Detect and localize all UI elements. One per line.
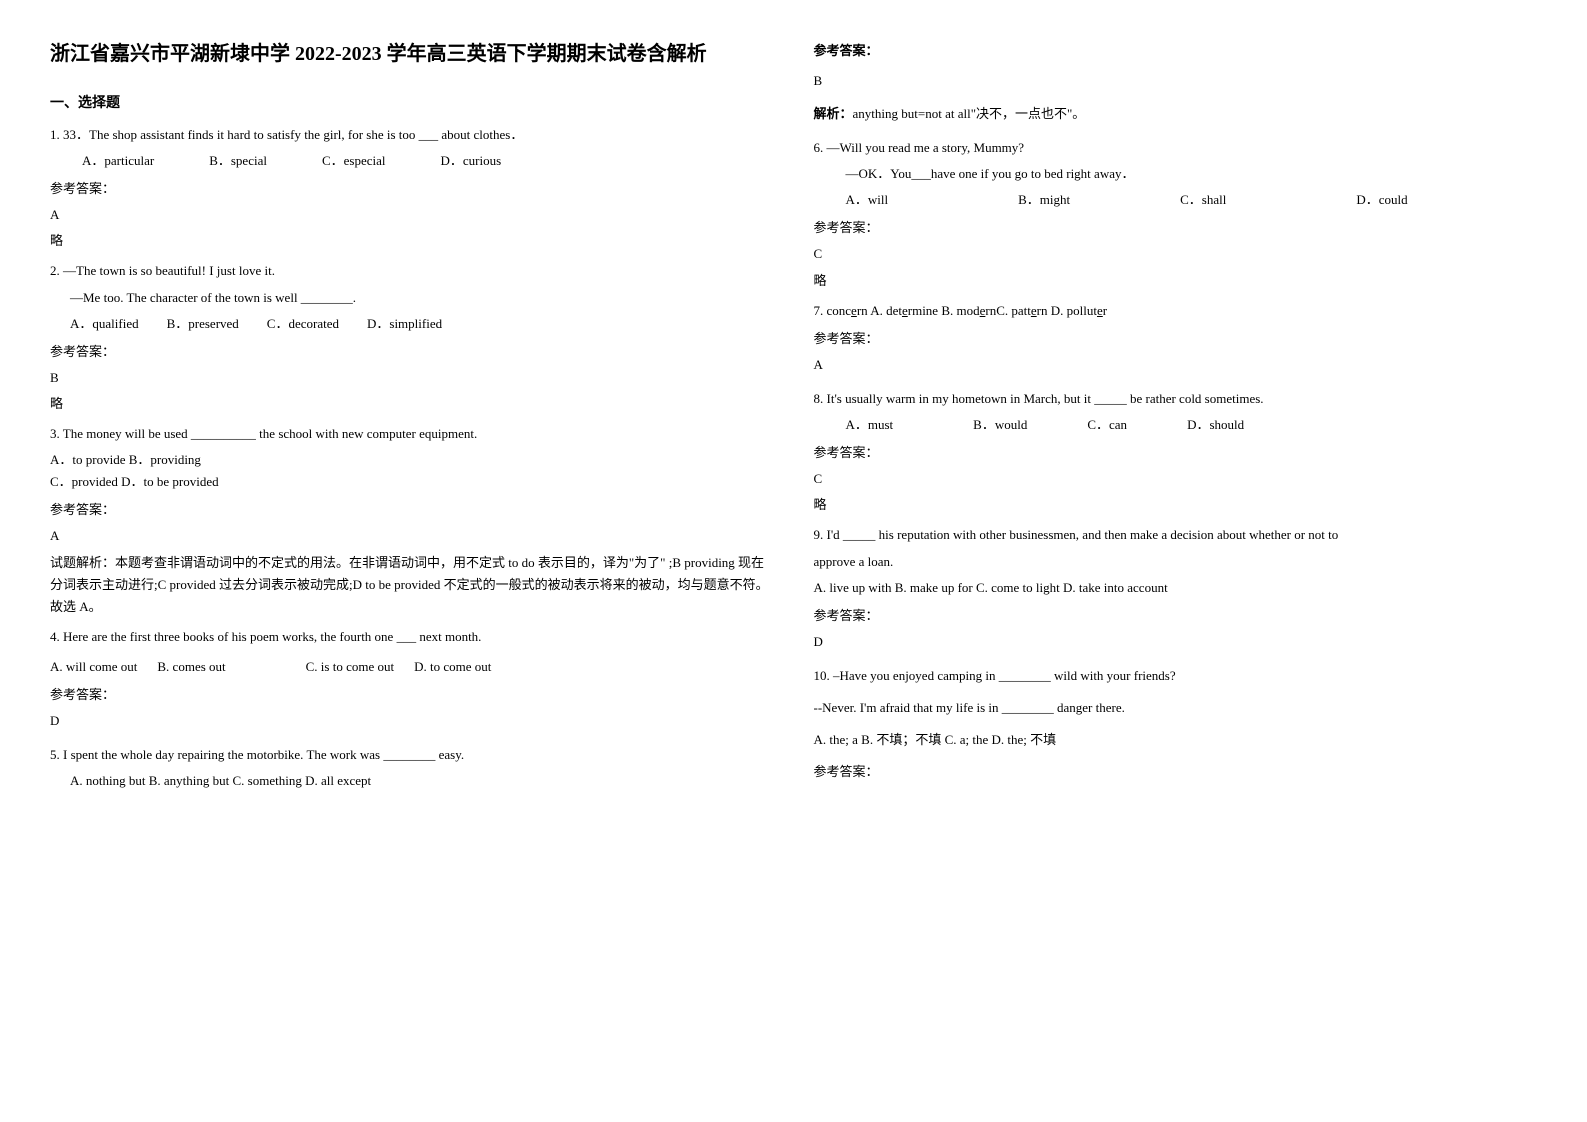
question-4: 4. Here are the first three books of his… [50, 626, 774, 736]
q1-optD: D．curious [441, 150, 502, 172]
q8-optD: D．should [1187, 414, 1244, 436]
q9-line2: approve a loan. [814, 551, 1538, 573]
q7-m4: rn D. pollut [1037, 303, 1097, 318]
q5-answer: B [814, 73, 1538, 89]
q10-line1: 10. –Have you enjoyed camping in _______… [814, 665, 1538, 687]
q8-options: A．must B．would C．can D．should [814, 414, 1538, 436]
q3-opts-line2: C．provided D．to be provided [50, 471, 774, 493]
q10-answer-label: 参考答案： [814, 761, 1538, 783]
q8-answer-label: 参考答案： [814, 442, 1538, 464]
q9-answer-label: 参考答案： [814, 605, 1538, 627]
q7-m3: rnC. patt [985, 303, 1031, 318]
q4-options: A. will come out B. comes out C. is to c… [50, 656, 774, 678]
q7-answer: A [814, 354, 1538, 376]
q2-options: A．qualified B．preserved C．decorated D．si… [50, 313, 774, 335]
q7-answer-label: 参考答案： [814, 328, 1538, 350]
q8-answer: C [814, 468, 1538, 490]
q5-analysis: 解析：解析：anything but=not at all"决不，一点也不"。a… [814, 103, 1538, 125]
q4-answer-label: 参考答案： [50, 684, 774, 706]
q1-text: 1. 33．The shop assistant finds it hard t… [50, 124, 774, 146]
q2-answer: B [50, 367, 774, 389]
q4-text: 4. Here are the first three books of his… [50, 626, 774, 648]
q4-optA: A. will come out [50, 656, 137, 678]
q4-optB: B. comes out [157, 656, 225, 678]
q6-note: 略 [814, 270, 1538, 292]
q6-optD: D．could [1356, 189, 1407, 211]
q1-note: 略 [50, 230, 774, 252]
q3-text: 3. The money will be used __________ the… [50, 423, 774, 445]
q6-answer: C [814, 243, 1538, 265]
q2-note: 略 [50, 393, 774, 415]
q8-text: 8. It's usually warm in my hometown in M… [814, 388, 1538, 410]
q6-optB: B．might [1018, 189, 1070, 211]
question-1: 1. 33．The shop assistant finds it hard t… [50, 124, 774, 252]
q6-optA: A．will [846, 189, 889, 211]
q5-text: 5. I spent the whole day repairing the m… [50, 744, 774, 766]
q6-answer-label: 参考答案： [814, 217, 1538, 239]
q3-analysis: 试题解析：本题考查非谓语动词中的不定式的用法。在非谓语动词中，用不定式 to d… [50, 552, 774, 618]
q4-optD: D. to come out [414, 656, 491, 678]
question-2: 2. —The town is so beautiful! I just lov… [50, 260, 774, 415]
q1-optB: B．special [209, 150, 267, 172]
q2-optD: D．simplified [367, 313, 442, 335]
q2-answer-label: 参考答案： [50, 341, 774, 363]
question-7: 7. concern A. determine B. modernC. patt… [814, 300, 1538, 380]
q8-optC: C．can [1087, 414, 1127, 436]
exam-title: 浙江省嘉兴市平湖新埭中学 2022-2023 学年高三英语下学期期末试卷含解析 [50, 40, 774, 68]
q9-line1: 9. I'd _____ his reputation with other b… [814, 524, 1538, 546]
q7-m1: rn A. det [857, 303, 902, 318]
q8-optB: B．would [973, 414, 1027, 436]
q1-answer-label: 参考答案： [50, 178, 774, 200]
q5-opts: A. nothing but B. anything but C. someth… [50, 770, 774, 792]
q3-opts-line1: A．to provide B．providing [50, 449, 774, 471]
right-column: 参考答案： B 解析：解析：anything but=not at all"决不… [814, 40, 1538, 1082]
section-header: 一、选择题 [50, 92, 774, 112]
left-column: 浙江省嘉兴市平湖新埭中学 2022-2023 学年高三英语下学期期末试卷含解析 … [50, 40, 774, 1082]
question-10: 10. –Have you enjoyed camping in _______… [814, 665, 1538, 787]
q10-opts: A. the; a B. 不填；不填 C. a; the D. the; 不填 [814, 729, 1538, 751]
question-3: 3. The money will be used __________ the… [50, 423, 774, 618]
q9-opts: A. live up with B. make up for C. come t… [814, 577, 1538, 599]
q1-optA: A．particular [82, 150, 154, 172]
q5-answer-label: 参考答案： [814, 40, 1538, 59]
q3-answer: A [50, 525, 774, 547]
q7-p: 7. conc [814, 303, 852, 318]
q6-optC: C．shall [1180, 189, 1226, 211]
q2-optC: C．decorated [267, 313, 339, 335]
q2-optB: B．preserved [167, 313, 239, 335]
q7-text: 7. concern A. determine B. modernC. patt… [814, 300, 1538, 322]
q7-m2: rmine B. mod [908, 303, 980, 318]
q6-options: A．will B．might C．shall D．could [814, 189, 1538, 211]
q4-answer: D [50, 710, 774, 732]
q2-line2: —Me too. The character of the town is we… [50, 287, 774, 309]
q2-line1: 2. —The town is so beautiful! I just lov… [50, 260, 774, 282]
q1-options: A．particular B．special C．especial D．curi… [50, 150, 774, 172]
q2-optA: A．qualified [70, 313, 139, 335]
q3-answer-label: 参考答案： [50, 499, 774, 521]
q4-optC: C. is to come out [306, 656, 394, 678]
question-6: 6. —Will you read me a story, Mummy? —OK… [814, 137, 1538, 292]
q7-s: r [1103, 303, 1107, 318]
q1-answer: A [50, 204, 774, 226]
question-5: 5. I spent the whole day repairing the m… [50, 744, 774, 792]
question-9: 9. I'd _____ his reputation with other b… [814, 524, 1538, 656]
q8-note: 略 [814, 494, 1538, 516]
q9-answer: D [814, 631, 1538, 653]
q10-line2: --Never. I'm afraid that my life is in _… [814, 697, 1538, 719]
q6-line2: —OK．You___have one if you go to bed righ… [814, 163, 1538, 185]
q6-line1: 6. —Will you read me a story, Mummy? [814, 137, 1538, 159]
q1-optC: C．especial [322, 150, 386, 172]
question-8: 8. It's usually warm in my hometown in M… [814, 388, 1538, 516]
q8-optA: A．must [846, 414, 894, 436]
